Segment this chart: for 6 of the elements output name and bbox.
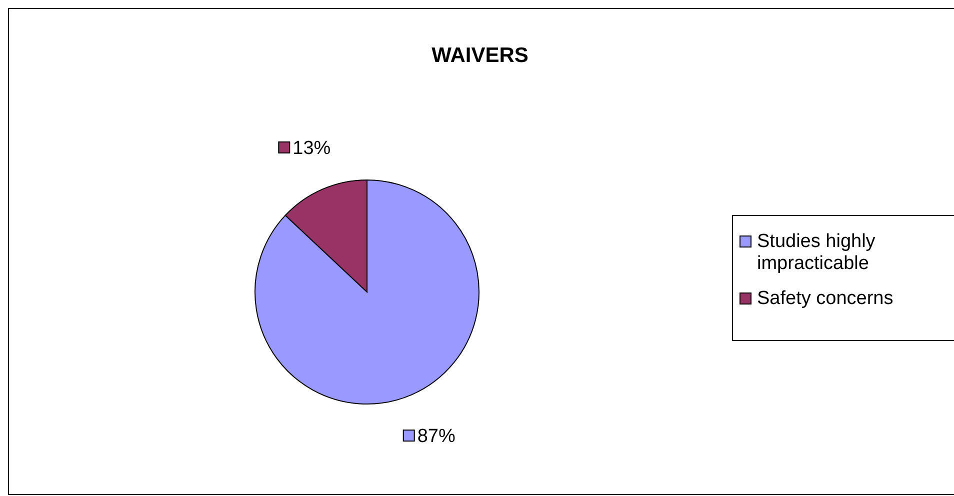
chart-title: WAIVERS xyxy=(432,44,528,67)
legend-label: Safety concerns xyxy=(757,288,894,309)
pie-slice xyxy=(254,180,480,404)
legend-label: Studies highly impracticable xyxy=(757,231,876,274)
data-label: 13% xyxy=(292,138,331,159)
data-label: 87% xyxy=(417,426,456,448)
